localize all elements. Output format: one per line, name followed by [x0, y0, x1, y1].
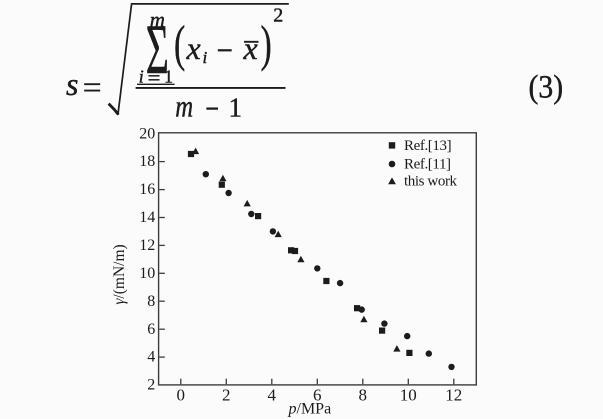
svg-text:20: 20 — [139, 125, 155, 142]
svg-text:4: 4 — [268, 385, 277, 404]
svg-text:6: 6 — [313, 385, 322, 404]
svg-text:8: 8 — [359, 385, 368, 404]
svg-text:i: i — [203, 48, 208, 67]
svg-text:16: 16 — [139, 181, 155, 198]
svg-text:Ref.[13]: Ref.[13] — [404, 138, 451, 154]
svg-text:1: 1 — [229, 93, 243, 123]
svg-text:i: i — [139, 66, 144, 86]
svg-text:1: 1 — [164, 66, 173, 86]
svg-text:Σ: Σ — [146, 12, 169, 90]
svg-text:10: 10 — [400, 385, 417, 404]
svg-text:): ) — [261, 17, 272, 72]
svg-text:p/MPa: p/MPa — [288, 401, 332, 418]
svg-text:12: 12 — [445, 385, 462, 404]
svg-text:0: 0 — [177, 385, 186, 404]
svg-text:s: s — [66, 66, 78, 102]
svg-text:x: x — [186, 30, 201, 66]
svg-text:2: 2 — [222, 385, 231, 404]
svg-text:8: 8 — [147, 293, 155, 310]
svg-text:Ref.[11]: Ref.[11] — [404, 157, 451, 173]
svg-text:this work: this work — [404, 174, 458, 190]
svg-text:m: m — [175, 90, 193, 124]
svg-text:2: 2 — [273, 5, 283, 27]
svg-text:4: 4 — [147, 349, 155, 366]
svg-text:2: 2 — [147, 377, 155, 394]
svg-text:x: x — [243, 30, 258, 66]
svg-text:γ/(mN/m): γ/(mN/m) — [111, 244, 128, 304]
svg-text:(: ( — [174, 17, 185, 72]
svg-text:(3): (3) — [529, 68, 564, 105]
svg-text:14: 14 — [139, 209, 155, 226]
svg-text:18: 18 — [139, 153, 155, 170]
svg-text:m: m — [150, 7, 165, 31]
svg-text:10: 10 — [139, 265, 155, 282]
svg-text:12: 12 — [139, 237, 155, 254]
svg-text:6: 6 — [147, 321, 155, 338]
